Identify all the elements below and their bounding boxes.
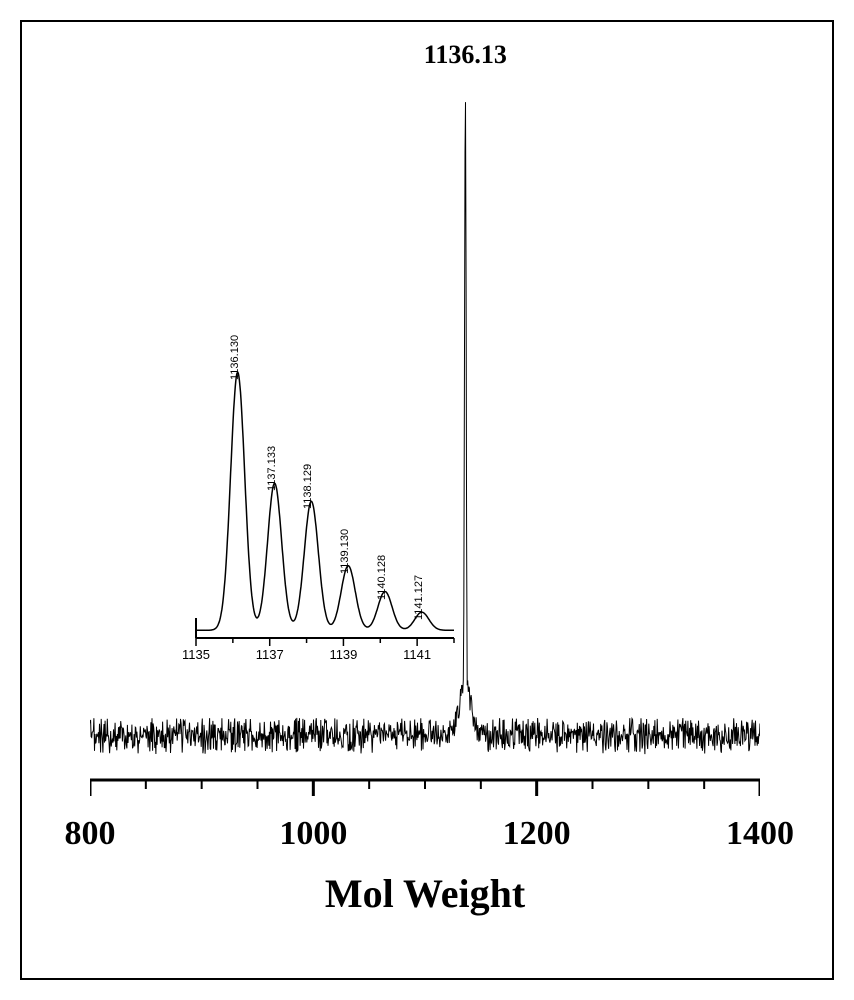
inset-x-tick-label: 1137 — [256, 647, 284, 662]
main-plot-area: 1136.13 800100012001400 Mol Weight 11351… — [90, 70, 760, 810]
inset-peak-label: 1136.130 — [229, 335, 241, 380]
x-tick-label: 800 — [65, 815, 116, 853]
x-tick-label: 1200 — [503, 815, 571, 853]
x-tick-label: 1000 — [279, 815, 347, 853]
inset-peak-label: 1137.133 — [266, 446, 278, 491]
inset-plot: 1135113711391141 1136.1301137.1331138.12… — [188, 320, 458, 660]
inset-x-tick-label: 1141 — [403, 647, 431, 662]
x-tick-label: 1400 — [726, 815, 794, 853]
inset-peak-label: 1138.129 — [302, 464, 314, 509]
main-peak-label: 1136.13 — [424, 40, 507, 70]
x-axis-label: Mol Weight — [325, 870, 525, 917]
inset-x-tick-label: 1135 — [182, 647, 210, 662]
inset-peak-label: 1139.130 — [339, 529, 351, 574]
inset-peak-label: 1141.127 — [413, 575, 425, 620]
inset-x-tick-label: 1139 — [329, 647, 357, 662]
inset-peak-label: 1140.128 — [376, 554, 388, 599]
